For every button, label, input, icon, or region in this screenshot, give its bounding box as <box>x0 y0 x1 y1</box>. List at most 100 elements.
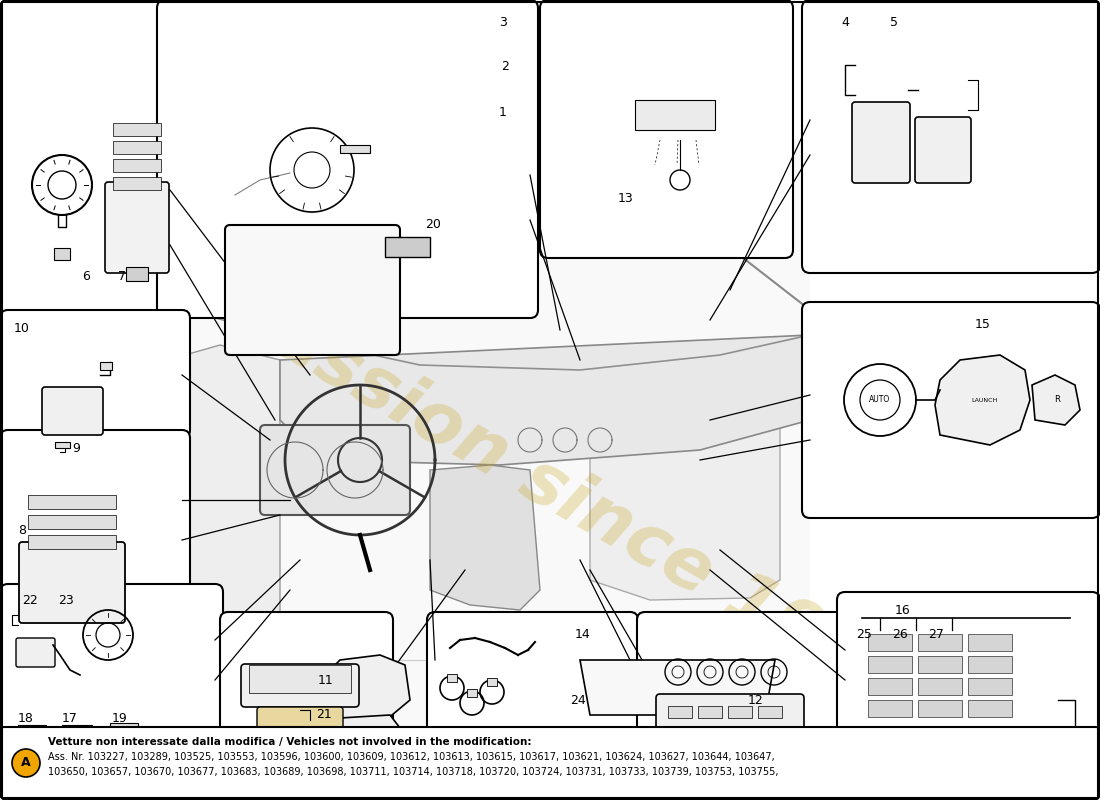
Text: 4: 4 <box>842 15 849 29</box>
Text: 14: 14 <box>575 629 591 642</box>
Bar <box>249 665 351 693</box>
Text: 26: 26 <box>892 629 907 642</box>
Text: 12: 12 <box>748 694 763 706</box>
FancyBboxPatch shape <box>257 707 343 733</box>
FancyBboxPatch shape <box>226 225 400 355</box>
Text: 13: 13 <box>618 191 634 205</box>
Polygon shape <box>320 655 410 725</box>
FancyBboxPatch shape <box>260 425 410 515</box>
Bar <box>918 700 962 717</box>
FancyBboxPatch shape <box>854 729 1062 800</box>
Text: LAUNCH: LAUNCH <box>972 398 998 402</box>
FancyBboxPatch shape <box>427 612 638 746</box>
Text: 5: 5 <box>890 15 898 29</box>
Bar <box>868 634 912 651</box>
Text: 18: 18 <box>18 711 34 725</box>
Polygon shape <box>185 345 280 650</box>
Text: 6: 6 <box>82 270 90 282</box>
Text: 11: 11 <box>318 674 333 686</box>
FancyBboxPatch shape <box>0 430 190 596</box>
FancyBboxPatch shape <box>0 310 190 438</box>
Bar <box>868 678 912 695</box>
Text: 3: 3 <box>499 15 507 29</box>
Bar <box>18 725 46 741</box>
Text: 27: 27 <box>928 629 944 642</box>
Text: 103650, 103657, 103670, 103677, 103683, 103689, 103698, 103711, 103714, 103718, : 103650, 103657, 103670, 103677, 103683, … <box>48 767 779 777</box>
Text: 1: 1 <box>499 106 507 118</box>
FancyBboxPatch shape <box>157 0 538 318</box>
Bar <box>487 678 497 686</box>
Polygon shape <box>590 405 780 600</box>
Bar <box>180 140 810 730</box>
Text: Vetture non interessate dalla modifica / Vehicles not involved in the modificati: Vetture non interessate dalla modifica /… <box>48 737 531 747</box>
Bar <box>918 678 962 695</box>
Polygon shape <box>330 715 400 748</box>
Bar <box>968 656 1012 673</box>
Bar <box>635 100 715 130</box>
FancyBboxPatch shape <box>0 584 223 746</box>
Polygon shape <box>280 335 810 465</box>
Bar <box>340 145 370 153</box>
Text: 8: 8 <box>18 523 26 537</box>
Polygon shape <box>430 465 540 610</box>
Text: 7: 7 <box>118 270 127 282</box>
Bar <box>54 248 70 260</box>
FancyBboxPatch shape <box>104 182 169 273</box>
FancyBboxPatch shape <box>241 664 359 707</box>
Text: 22: 22 <box>22 594 37 606</box>
Text: 2: 2 <box>500 61 509 74</box>
Bar <box>758 706 782 718</box>
Polygon shape <box>935 355 1030 445</box>
Text: 9: 9 <box>72 442 80 454</box>
FancyBboxPatch shape <box>19 542 125 623</box>
FancyBboxPatch shape <box>220 612 393 746</box>
Bar <box>968 678 1012 695</box>
Bar <box>868 656 912 673</box>
Bar <box>468 689 477 697</box>
FancyBboxPatch shape <box>837 592 1100 746</box>
Bar <box>28 535 115 549</box>
FancyBboxPatch shape <box>802 0 1100 273</box>
Bar <box>110 723 138 739</box>
Text: Ass. Nr. 103227, 103289, 103525, 103553, 103596, 103600, 103609, 103612, 103613,: Ass. Nr. 103227, 103289, 103525, 103553,… <box>48 752 774 762</box>
Text: 19: 19 <box>112 711 128 725</box>
Bar <box>385 237 430 257</box>
Text: A: A <box>21 757 31 770</box>
FancyBboxPatch shape <box>16 638 55 667</box>
Bar <box>447 674 456 682</box>
Bar <box>126 267 148 281</box>
Bar <box>28 515 115 529</box>
Bar <box>668 706 692 718</box>
FancyBboxPatch shape <box>42 387 103 435</box>
Text: AUTO: AUTO <box>869 395 891 405</box>
Bar <box>62 725 92 743</box>
Bar <box>968 634 1012 651</box>
Bar <box>55 442 70 448</box>
Polygon shape <box>580 660 776 715</box>
Text: Passion since 1985: Passion since 1985 <box>219 278 921 722</box>
Text: 15: 15 <box>975 318 991 331</box>
Bar <box>728 706 752 718</box>
Bar <box>28 495 115 509</box>
Text: 10: 10 <box>14 322 30 334</box>
FancyBboxPatch shape <box>540 0 793 258</box>
FancyBboxPatch shape <box>656 694 804 757</box>
FancyBboxPatch shape <box>852 102 910 183</box>
Text: 20: 20 <box>425 218 441 231</box>
Bar <box>968 700 1012 717</box>
Text: 16: 16 <box>895 603 911 617</box>
FancyBboxPatch shape <box>915 117 971 183</box>
Bar <box>113 159 161 172</box>
Text: 23: 23 <box>58 594 74 606</box>
Text: 25: 25 <box>856 629 872 642</box>
Bar <box>868 700 912 717</box>
Text: 17: 17 <box>62 711 78 725</box>
Bar <box>113 123 161 136</box>
FancyBboxPatch shape <box>1 727 1099 799</box>
Text: 21: 21 <box>316 709 332 722</box>
Bar <box>113 177 161 190</box>
Bar <box>698 706 722 718</box>
Bar <box>918 634 962 651</box>
FancyBboxPatch shape <box>637 612 843 746</box>
Bar <box>918 656 962 673</box>
